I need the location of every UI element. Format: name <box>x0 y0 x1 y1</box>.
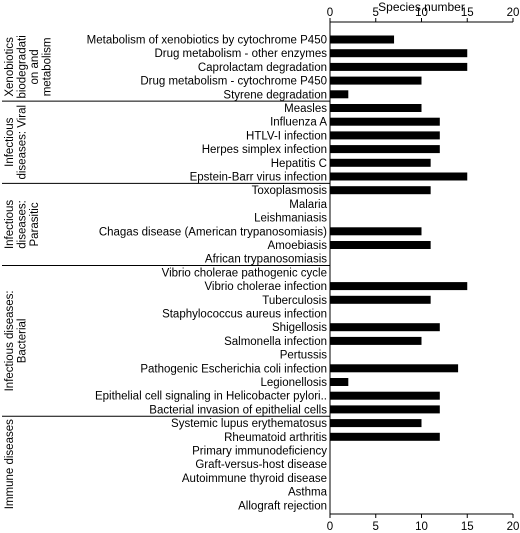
bar <box>330 336 422 345</box>
top-tick-label: 15 <box>461 7 474 19</box>
bar <box>330 35 395 44</box>
bottom-tick-label: 0 <box>327 521 333 533</box>
bar <box>330 241 431 249</box>
category-label: Pathogenic Escherichia coli infection <box>140 363 327 375</box>
bar <box>330 295 431 304</box>
category-label: Herpes simplex infection <box>202 144 327 156</box>
category-label: Styrene degradation <box>223 89 327 101</box>
category-label: Leishmaniasis <box>254 213 327 225</box>
category-label: Graft-versus-host disease <box>195 459 327 471</box>
bottom-tick-label: 15 <box>461 521 474 533</box>
group-label: Immune diseases <box>4 419 16 509</box>
group-label: Infectious diseases:Bacterial <box>4 290 29 391</box>
bottom-tick-label: 5 <box>373 521 379 533</box>
bar <box>330 364 459 373</box>
bottom-tick-label: 20 <box>507 521 520 533</box>
bar <box>330 90 349 99</box>
category-label: Rheumatoid arthritis <box>224 432 327 444</box>
bar <box>330 405 440 414</box>
bar <box>330 131 440 140</box>
category-label: Systemic lupus erythematosus <box>171 418 327 430</box>
bar <box>330 62 468 71</box>
bar <box>330 49 468 58</box>
category-label: Epstein-Barr virus infection <box>190 172 327 184</box>
bar <box>330 378 349 386</box>
group-label: Xenobioticsbiodegradation andmetabolism <box>4 35 54 98</box>
bar <box>330 158 431 167</box>
category-label: Chagas disease (American trypanosomiasis… <box>99 226 327 238</box>
category-label: Vibrio cholerae infection <box>204 281 327 293</box>
category-label: Shigellosis <box>272 322 327 334</box>
bar <box>330 282 468 291</box>
category-label: Allograft rejection <box>238 500 327 512</box>
bar <box>330 145 440 154</box>
category-label: Tuberculosis <box>262 295 327 307</box>
top-tick-label: 0 <box>327 7 333 19</box>
group-label: Infectiousdiseases: Viral <box>4 105 29 180</box>
category-label: Primary immunodeficiency <box>192 446 327 458</box>
category-label: Measles <box>284 103 327 115</box>
bar <box>330 117 440 126</box>
category-label: Amoebiasis <box>268 240 328 252</box>
top-tick-label: 20 <box>507 7 520 19</box>
bar <box>330 172 468 181</box>
category-label: Malaria <box>289 199 327 211</box>
category-label: Legionellosis <box>261 377 328 389</box>
category-label: Salmonella infection <box>224 336 327 348</box>
category-label: Bacterial invasion of epithelial cells <box>149 404 327 416</box>
group-label: Infectiousdiseases:Parasitic <box>4 200 41 249</box>
category-label: Autoimmune thyroid disease <box>182 473 327 485</box>
category-label: HTLV-I infection <box>246 130 327 142</box>
category-label: Pertussis <box>280 350 328 362</box>
category-label: Hepatitis C <box>271 158 327 170</box>
category-label: Staphylococcus aureus infection <box>162 309 327 321</box>
top-tick-label: 5 <box>373 7 379 19</box>
bar <box>330 104 422 112</box>
category-label: Caprolactam degradation <box>198 62 327 74</box>
bar <box>330 391 440 400</box>
category-label: Asthma <box>288 487 328 499</box>
bar <box>330 432 440 441</box>
category-label: Metabolism of xenobiotics by cytochrome … <box>87 35 327 47</box>
bar <box>330 323 440 332</box>
top-tick-label: 10 <box>415 7 428 19</box>
category-label: Vibrio cholerae pathogenic cycle <box>162 267 327 279</box>
category-label: Epithelial cell signaling in Helicobacte… <box>95 391 327 403</box>
category-label: Toxoplasmosis <box>252 185 328 197</box>
bottom-tick-label: 10 <box>415 521 428 533</box>
category-label: African trypanosomiasis <box>205 254 327 266</box>
bar <box>330 419 422 428</box>
category-label: Influenza A <box>270 117 327 129</box>
x-axis-title: Species number <box>378 0 465 14</box>
bar <box>330 186 431 195</box>
bar <box>330 227 422 236</box>
category-label: Drug metabolism - cytochrome P450 <box>140 76 327 88</box>
category-label: Drug metabolism - other enzymes <box>154 48 327 60</box>
bar <box>330 76 422 85</box>
